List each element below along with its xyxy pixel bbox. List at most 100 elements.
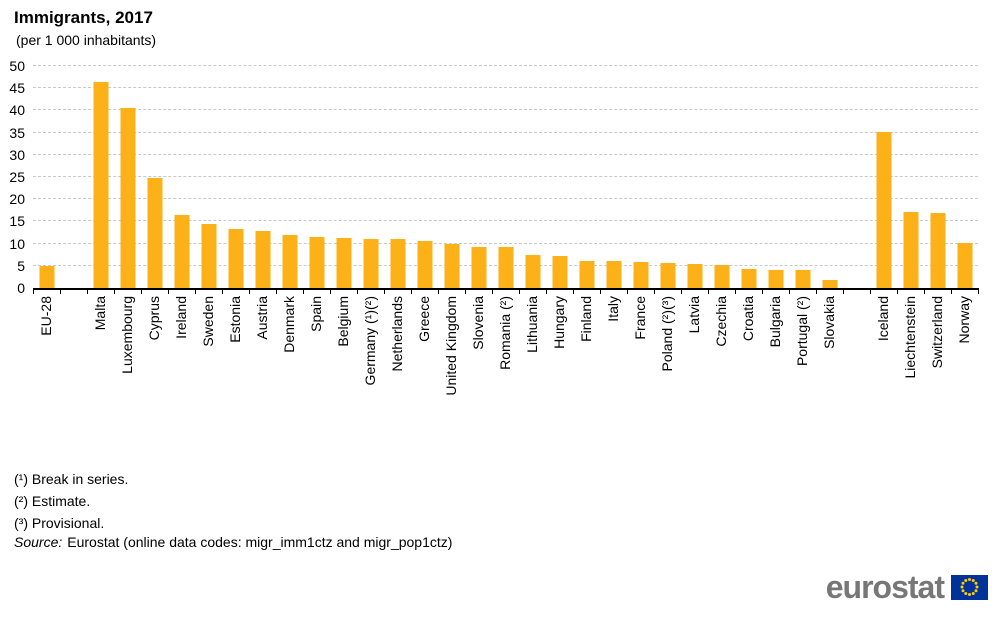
- x-tick-label: Norway: [956, 296, 972, 344]
- bar: [633, 261, 648, 288]
- y-tick-label: 30: [9, 146, 25, 163]
- x-label-cell: EU-28: [33, 296, 60, 471]
- x-tick-label: Liechtenstein: [902, 296, 918, 379]
- gridline: [33, 198, 978, 200]
- eu-flag-icon: [951, 574, 988, 600]
- page-title: Immigrants, 2017: [14, 8, 153, 27]
- x-label-cell: Belgium: [330, 296, 357, 471]
- x-tick: [600, 288, 627, 294]
- bar-slot: [897, 66, 924, 288]
- x-tick-label: Switzerland: [929, 296, 945, 369]
- bar: [903, 212, 918, 288]
- x-tick-label: Slovakia: [821, 296, 837, 349]
- x-label-cell: Finland: [573, 296, 600, 471]
- x-tick: [330, 288, 357, 294]
- x-label-cell: Romania (²): [492, 296, 519, 471]
- x-label-cell: Bulgaria: [762, 296, 789, 471]
- bar: [957, 242, 972, 288]
- x-tick: [438, 288, 465, 294]
- x-tick: [924, 288, 951, 294]
- page-subtitle: (per 1 000 inhabitants): [16, 32, 157, 48]
- source-label: Source:: [14, 534, 63, 550]
- x-label-cell: Latvia: [681, 296, 708, 471]
- bar: [147, 177, 162, 288]
- bar: [660, 262, 675, 288]
- x-tick-label: Hungary: [551, 296, 567, 349]
- x-tick: [33, 288, 60, 294]
- x-tick: [384, 288, 411, 294]
- bar: [525, 254, 540, 288]
- bar: [552, 256, 567, 288]
- x-label-cell: Slovakia: [816, 296, 843, 471]
- x-tick: [114, 288, 141, 294]
- bar-slot: [249, 66, 276, 288]
- x-tick: [870, 288, 897, 294]
- x-tick-label: Ireland: [173, 296, 189, 339]
- x-label-cell: Czechia: [708, 296, 735, 471]
- x-axis-ticks: [33, 288, 979, 294]
- x-label-cell: Denmark: [276, 296, 303, 471]
- x-label-cell: [843, 296, 870, 471]
- bar-slot: [303, 66, 330, 288]
- x-tick-label: Slovenia: [470, 296, 486, 350]
- bar: [444, 243, 459, 288]
- y-tick-label: 25: [9, 169, 25, 185]
- gridline: [33, 220, 978, 222]
- x-label-cell: Norway: [951, 296, 978, 471]
- bar-slot: [492, 66, 519, 288]
- x-tick: [249, 288, 276, 294]
- x-tick-label: EU-28: [38, 296, 54, 336]
- bar-slot: [681, 66, 708, 288]
- x-label-cell: Malta: [87, 296, 114, 471]
- y-tick-label: 20: [9, 191, 25, 208]
- x-tick: [357, 288, 384, 294]
- x-tick: [762, 288, 789, 294]
- bar-slot: [114, 66, 141, 288]
- x-tick: [573, 288, 600, 294]
- x-tick-label: Germany (¹)(²): [362, 296, 378, 386]
- bar-slot: [708, 66, 735, 288]
- x-tick: [276, 288, 303, 294]
- bar-slot: [654, 66, 681, 288]
- bar-slot: [870, 66, 897, 288]
- bar: [390, 238, 405, 288]
- bar-slot: [600, 66, 627, 288]
- gridline: [33, 87, 978, 89]
- bar: [120, 107, 135, 288]
- x-tick: [627, 288, 654, 294]
- x-tick-label: Croatia: [740, 296, 756, 342]
- x-tick: [141, 288, 168, 294]
- x-tick-label: Belgium: [335, 296, 351, 347]
- x-label-cell: Greece: [411, 296, 438, 471]
- bar-slot: [951, 66, 978, 288]
- x-tick-label: Netherlands: [389, 296, 405, 372]
- x-label-cell: Slovenia: [465, 296, 492, 471]
- x-tick-label: Austria: [254, 296, 270, 340]
- bar-layer: [33, 66, 978, 288]
- gridline: [33, 153, 978, 155]
- x-tick-label: Iceland: [875, 296, 891, 342]
- bar: [39, 266, 54, 288]
- x-tick: [168, 288, 195, 294]
- bar-slot: [735, 66, 762, 288]
- y-axis-labels: 0 5 10 15 20 25 30 35 40 45 50: [0, 58, 27, 296]
- x-tick-label: Malta: [92, 296, 108, 331]
- bar-slot: [546, 66, 573, 288]
- y-tick-label: 5: [17, 257, 25, 274]
- gridline: [33, 176, 978, 177]
- x-label-cell: France: [627, 296, 654, 471]
- x-tick: [222, 288, 249, 294]
- bar: [876, 131, 891, 288]
- x-tick: [735, 288, 762, 294]
- x-tick: [411, 288, 438, 294]
- bar-slot: [816, 66, 843, 288]
- bar: [741, 269, 756, 288]
- x-tick-label: Finland: [578, 296, 594, 342]
- x-tick-label: Greece: [416, 296, 432, 342]
- x-tick: [87, 288, 114, 294]
- x-tick-label: Czechia: [713, 296, 729, 347]
- x-label-cell: Lithuania: [519, 296, 546, 471]
- bar-slot: [33, 66, 60, 288]
- x-label-cell: Luxembourg: [114, 296, 141, 471]
- bar: [498, 247, 513, 288]
